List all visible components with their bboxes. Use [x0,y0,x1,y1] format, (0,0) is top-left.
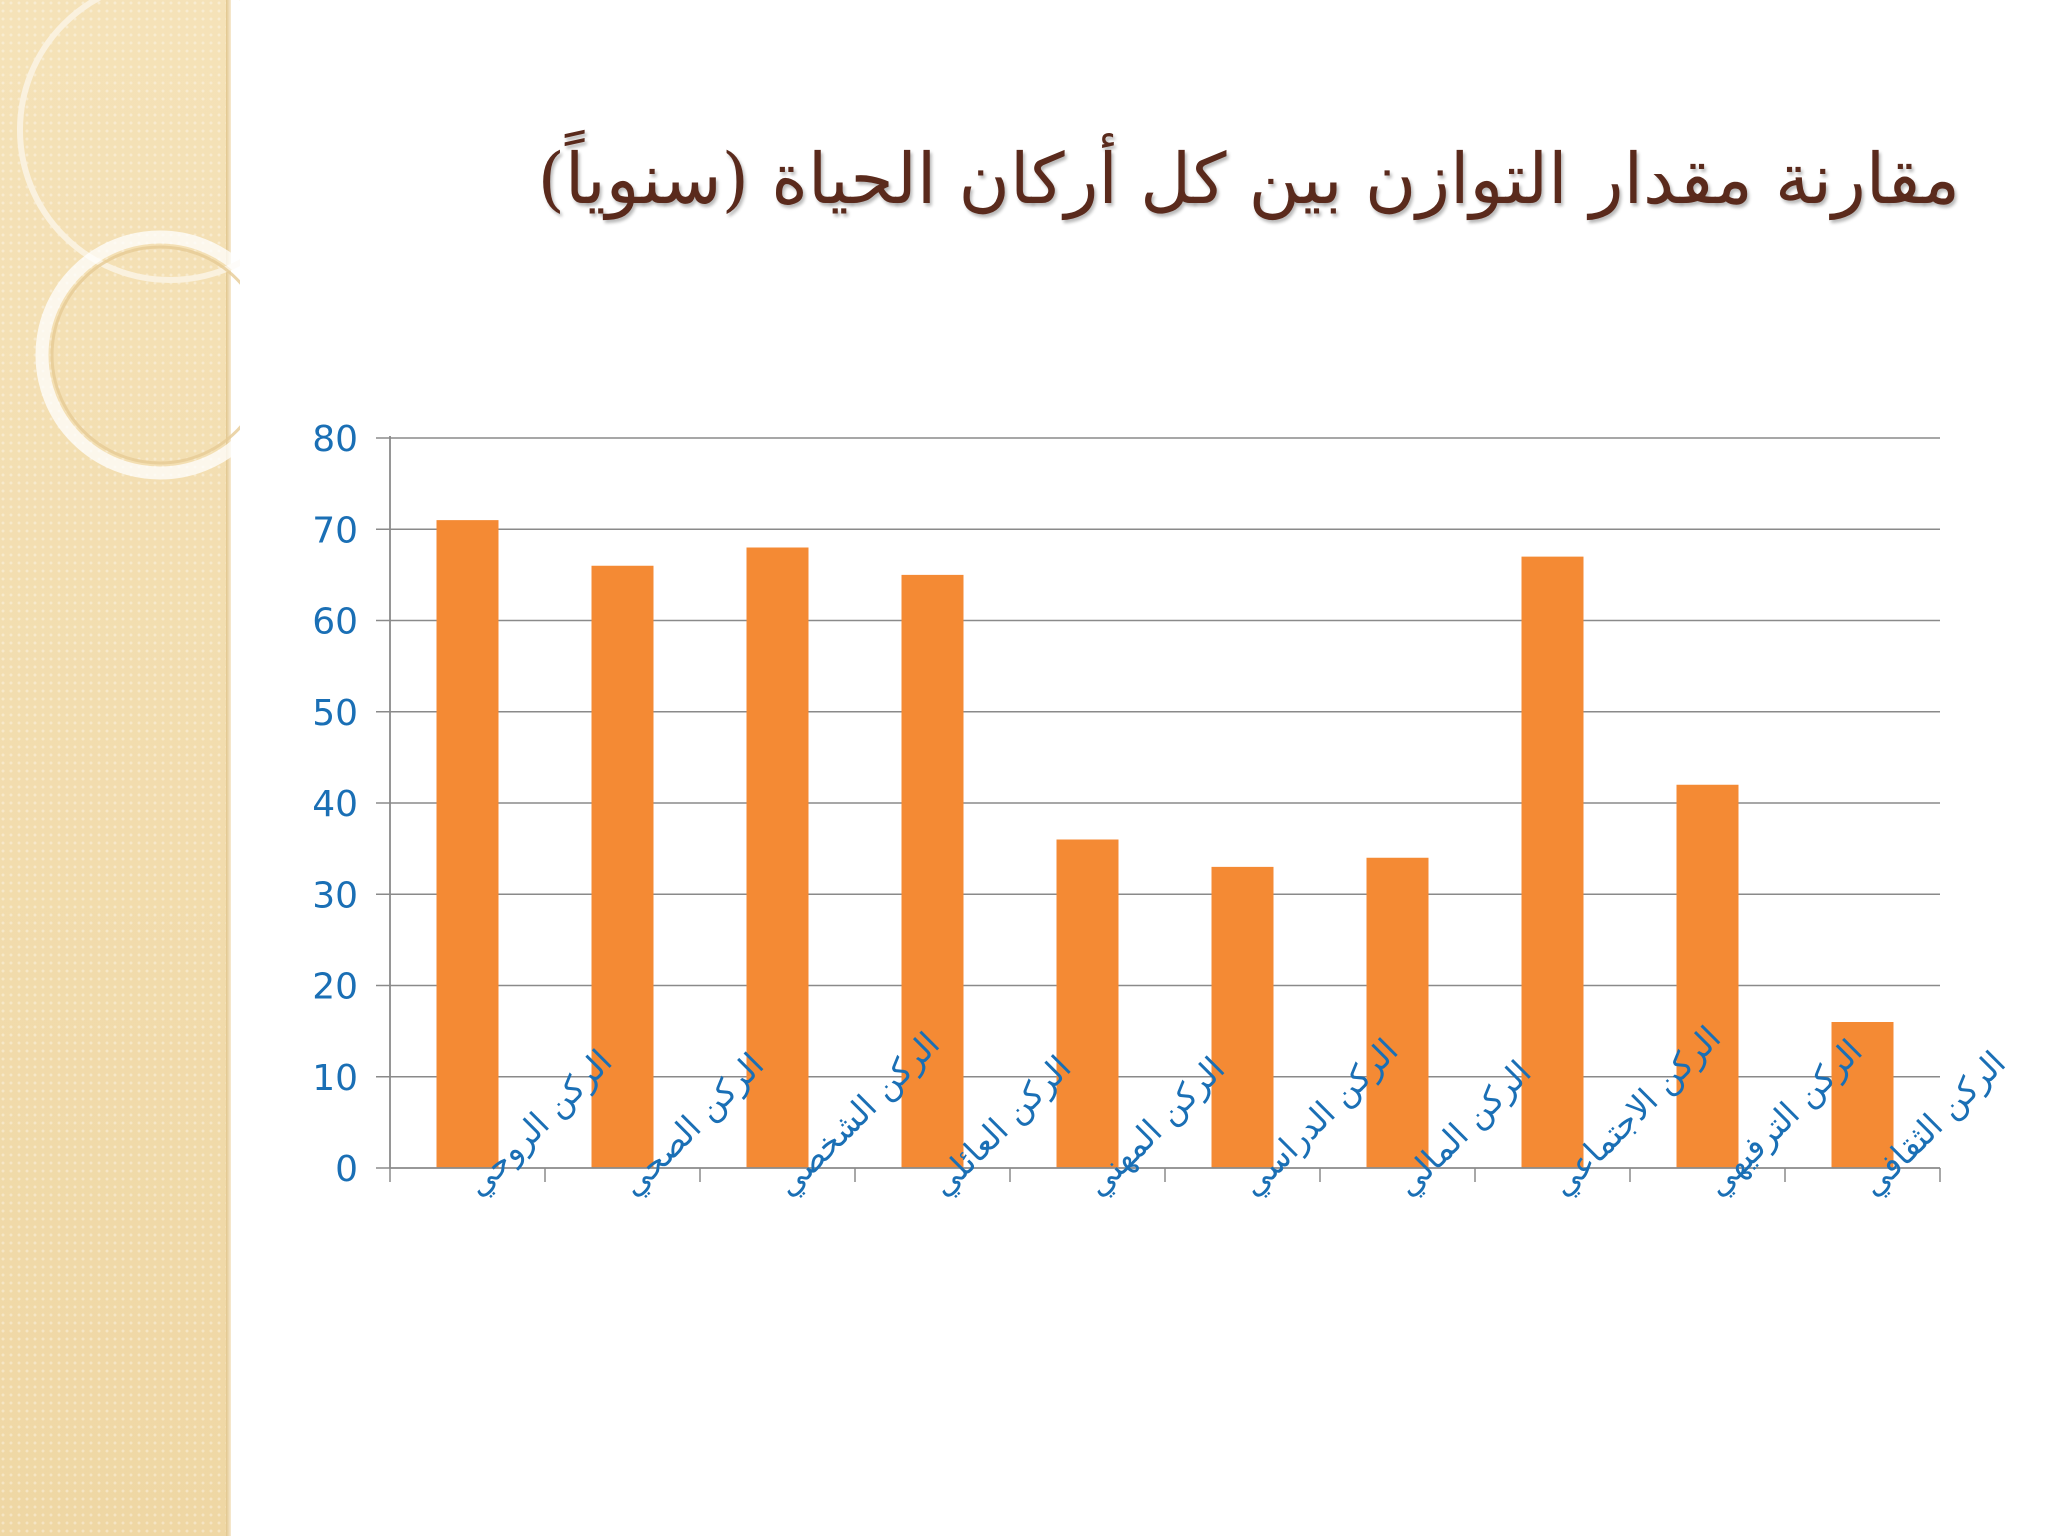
y-tick-label: 30 [312,875,358,916]
bar [436,520,499,1168]
y-tick-label: 10 [312,1058,358,1099]
y-tick-label: 70 [312,510,358,551]
bar [1366,857,1429,1168]
bars [436,520,1894,1168]
y-tick-label: 80 [312,419,358,460]
y-tick-label: 60 [312,602,358,643]
slide-title: مقارنة مقدار التوازن بين كل أركان الحياة… [537,138,1960,220]
bar [1676,784,1739,1168]
bar [901,574,964,1168]
bar [1521,556,1584,1168]
bar [1056,839,1119,1168]
bar [1831,1022,1894,1168]
bar [591,565,654,1168]
y-tick-label: 0 [335,1149,358,1190]
axes [376,436,1941,1182]
bar [1211,866,1274,1168]
y-tick-label: 50 [312,693,358,734]
y-tick-label: 20 [312,967,358,1008]
y-tick-label: 40 [312,784,358,825]
side-panel-edge [226,0,231,1536]
decorative-circles [17,0,240,480]
bar [746,547,809,1168]
